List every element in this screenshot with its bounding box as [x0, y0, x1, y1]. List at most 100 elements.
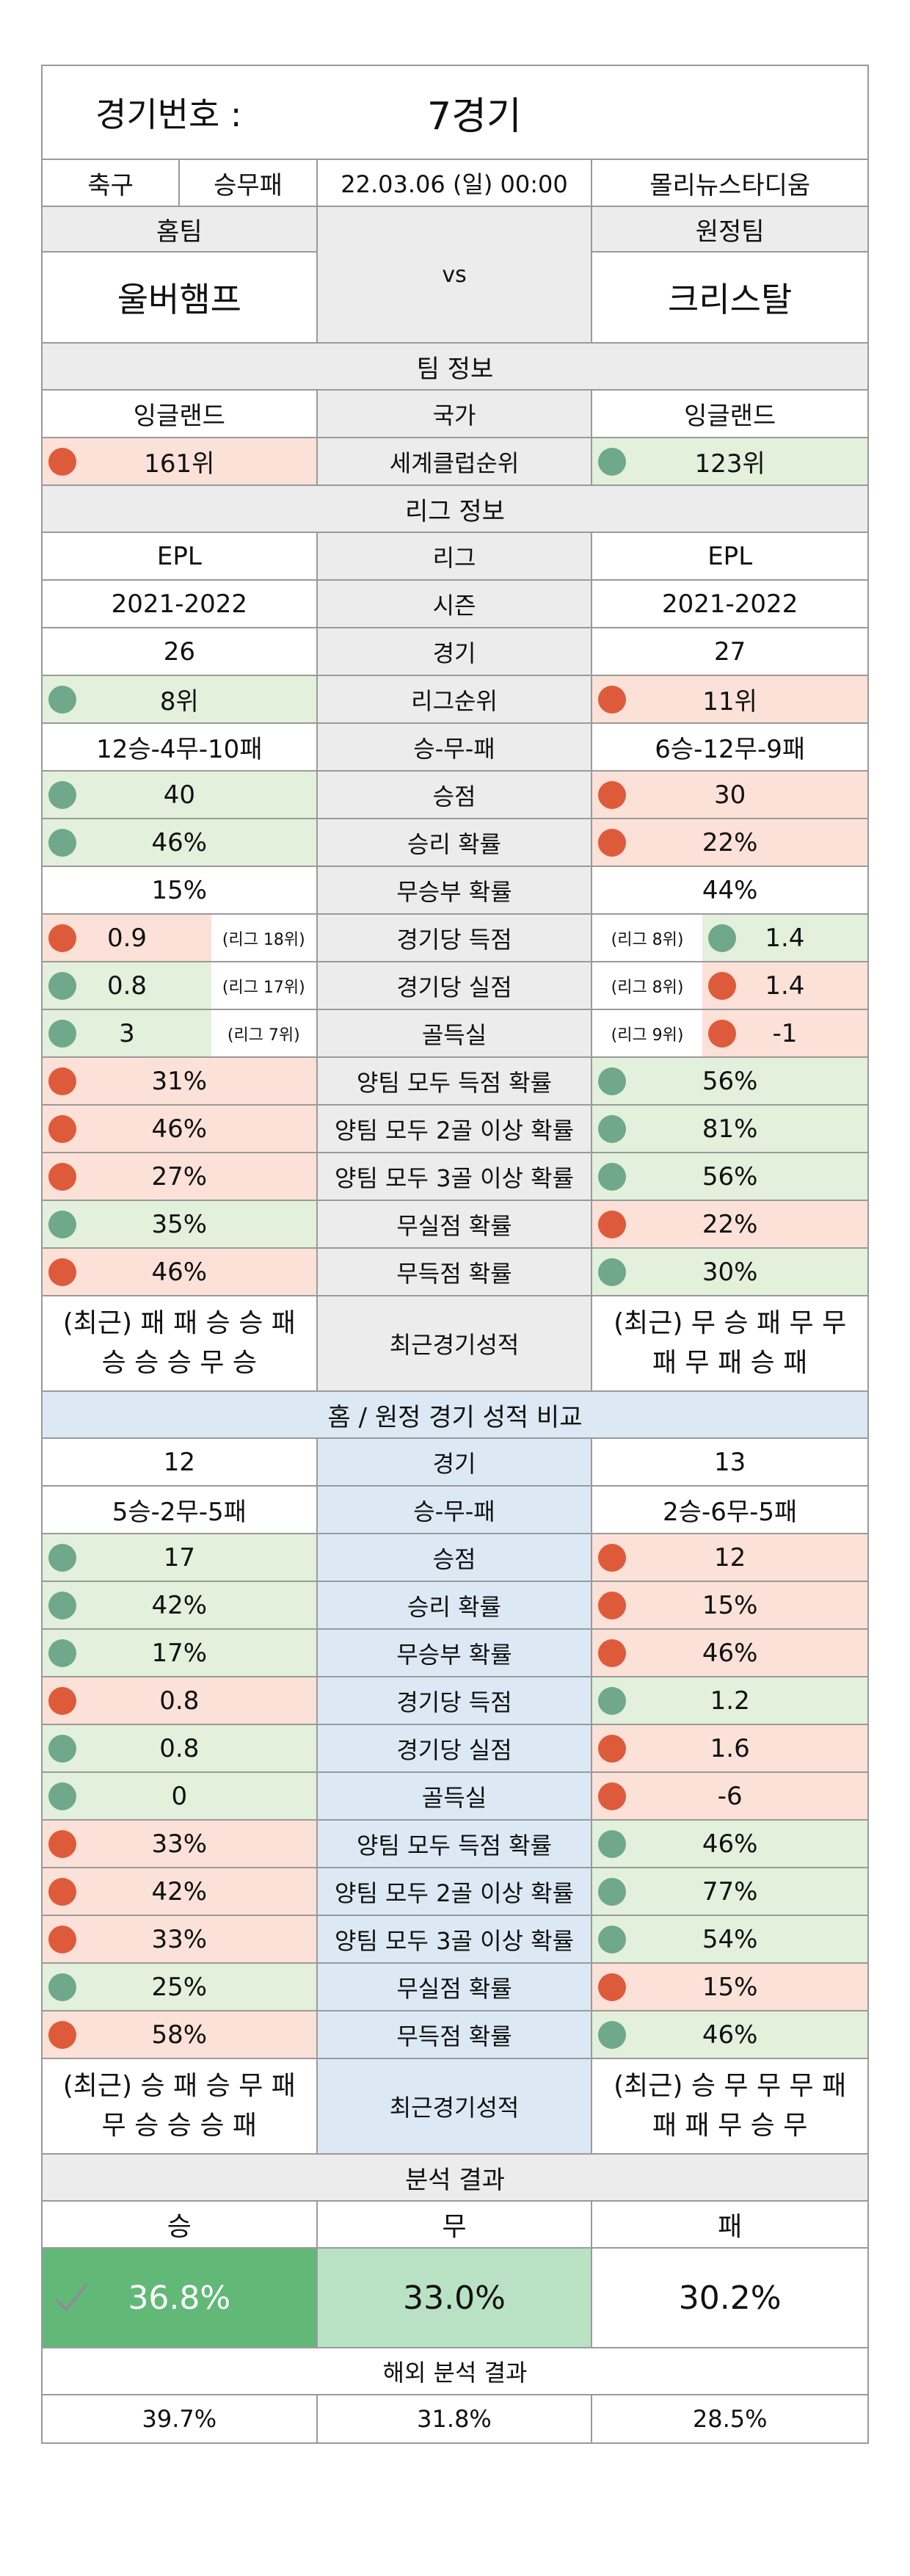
green-dot-icon: [598, 1067, 627, 1095]
lose-result: 30.2%: [592, 2249, 867, 2347]
red-dot-icon: [598, 1543, 627, 1572]
home-league-rank-note: (리그 18위): [211, 915, 316, 961]
club-rank-label: 세계클럽순위: [317, 438, 593, 485]
home-both-3plus: 27%: [43, 1153, 318, 1200]
home-points: 40: [43, 772, 318, 818]
away-league-rank-note: (리그 8위): [592, 915, 702, 961]
home-team-name: 울버햄프: [117, 280, 241, 319]
home-away-title: 홈 / 원정 경기 성적 비교: [327, 1402, 583, 1432]
ha-games-label: 경기: [317, 1439, 593, 1485]
no-score-row: 46% 무득점 확률 30%: [43, 1249, 867, 1296]
goal-diff-row: 3 (리그 7위) 골득실 (리그 9위) -1: [43, 1010, 867, 1058]
red-dot-icon: [598, 1734, 627, 1763]
away-league-rank-note: (리그 8위): [592, 962, 702, 1009]
green-dot-icon: [48, 1734, 76, 1763]
ha-stat-row: 0.8 경기당 득점 1.2: [43, 1677, 867, 1725]
ha-stat-row: 42% 양팀 모두 2골 이상 확률 77%: [43, 1868, 867, 1916]
wdl-label: 승-무-패: [317, 724, 593, 770]
match-analysis-sheet: 경기번호 : 7경기 축구 승무패 22.03.06 (일) 00:00 몰리뉴…: [41, 65, 869, 2444]
green-dot-icon: [48, 1782, 76, 1810]
ha-stat-row: 42% 승리 확률 15%: [43, 1582, 867, 1630]
away-goals-per-game: (리그 8위) 1.4: [592, 915, 867, 961]
win-prob-row: 46% 승리 확률 22%: [43, 819, 867, 867]
league-info-header: 리그 정보: [43, 486, 867, 533]
overseas-title: 해외 분석 결과: [382, 2359, 528, 2387]
ha-games-row: 12 경기 13: [43, 1439, 867, 1487]
both-score-row: 31% 양팀 모두 득점 확률 56%: [43, 1058, 867, 1106]
ha-stat-row: 33% 양팀 모두 3골 이상 확률 54%: [43, 1916, 867, 1964]
ha-away-games: 13: [714, 1447, 746, 1477]
sport-cell: 축구: [43, 160, 181, 206]
away-games: 27: [714, 636, 746, 667]
league-row: EPL 리그 EPL: [43, 533, 867, 581]
both-2plus-row: 46% 양팀 모두 2골 이상 확률 81%: [43, 1106, 867, 1153]
lose-label: 패: [718, 2212, 743, 2242]
ha-stat-row: 25% 무실점 확률 15%: [43, 1964, 867, 2011]
overseas-values-row: 39.7% 31.8% 28.5%: [43, 2395, 867, 2442]
red-dot-icon: [598, 1973, 627, 2001]
season-label: 시즌: [317, 581, 593, 627]
analysis-labels-row: 승 무 패: [43, 2202, 867, 2249]
conceded-per-game-row: 0.8 (리그 17위) 경기당 실점 (리그 8위) 1.4: [43, 962, 867, 1010]
ha-stat-row: 33% 양팀 모두 득점 확률 46%: [43, 1821, 867, 1868]
draw-prob-label: 무승부 확률: [317, 867, 593, 913]
check-icon: [54, 2283, 88, 2312]
green-dot-icon: [598, 1877, 627, 1906]
bet-type-cell: 승무패: [180, 160, 318, 206]
clean-sheet-label: 무실점 확률: [317, 1201, 593, 1247]
red-dot-icon: [598, 1639, 627, 1667]
home-season: 2021-2022: [43, 581, 318, 627]
overseas-header: 해외 분석 결과: [43, 2348, 867, 2395]
win-prob-label: 승리 확률: [317, 819, 593, 866]
ha-recent-form-label: 최근경기성적: [317, 2059, 593, 2153]
red-dot-icon: [48, 1925, 76, 1953]
team-info-title: 팀 정보: [416, 354, 494, 384]
green-dot-icon: [598, 1258, 627, 1286]
red-dot-icon: [48, 1686, 76, 1715]
conceded-per-game-label: 경기당 실점: [317, 962, 593, 1009]
recent-form-label: 최근경기성적: [317, 1296, 593, 1390]
ha-stat-row: 58% 무득점 확률 46%: [43, 2011, 867, 2059]
red-dot-icon: [598, 780, 627, 809]
both-3plus-label: 양팀 모두 3골 이상 확률: [317, 1153, 593, 1200]
red-dot-icon: [48, 1114, 76, 1143]
home-team-label: 홈팀: [43, 207, 316, 253]
red-dot-icon: [48, 1258, 76, 1286]
home-conceded-per-game: 0.8 (리그 17위): [43, 962, 318, 1009]
country-label: 국가: [317, 391, 593, 437]
green-dot-icon: [598, 2020, 627, 2049]
home-country: 잉글랜드: [43, 391, 318, 437]
green-dot-icon: [598, 1829, 627, 1858]
games-row: 26 경기 27: [43, 628, 867, 676]
teams-block: 홈팀 울버햄프 vs 원정팀 크리스탈: [43, 207, 867, 344]
green-dot-icon: [48, 828, 76, 857]
points-row: 40 승점 30: [43, 772, 867, 819]
home-league: EPL: [43, 533, 318, 579]
vs-cell: vs: [317, 207, 593, 342]
league-rank-row: 8위 리그순위 11위: [43, 676, 867, 724]
overseas-draw: 31.8%: [318, 2395, 593, 2442]
green-dot-icon: [48, 971, 76, 1000]
ha-stat-row: 17% 무승부 확률 46%: [43, 1630, 867, 1677]
ha-stat-row: 0 골득실 -6: [43, 1773, 867, 1821]
home-away-header: 홈 / 원정 경기 성적 비교: [43, 1392, 867, 1439]
draw-result: 33.0%: [317, 2249, 593, 2347]
away-clean-sheet: 22%: [592, 1201, 867, 1247]
away-both-2plus: 81%: [592, 1106, 867, 1152]
league-rank-label: 리그순위: [317, 676, 593, 722]
away-win-prob: 22%: [592, 819, 867, 866]
away-league: EPL: [707, 541, 753, 571]
away-league-rank: 11위: [592, 676, 867, 722]
league-info-title: 리그 정보: [405, 496, 505, 526]
country-row: 잉글랜드 국가 잉글랜드: [43, 391, 867, 438]
goal-diff-label: 골득실: [317, 1010, 593, 1056]
red-dot-icon: [598, 1210, 627, 1238]
red-dot-icon: [48, 1067, 76, 1095]
draw-label: 무: [318, 2202, 593, 2247]
away-no-score: 30%: [592, 1249, 867, 1295]
away-conceded-per-game: (리그 8위) 1.4: [592, 962, 867, 1009]
ha-wdl-label: 승-무-패: [317, 1487, 593, 1533]
